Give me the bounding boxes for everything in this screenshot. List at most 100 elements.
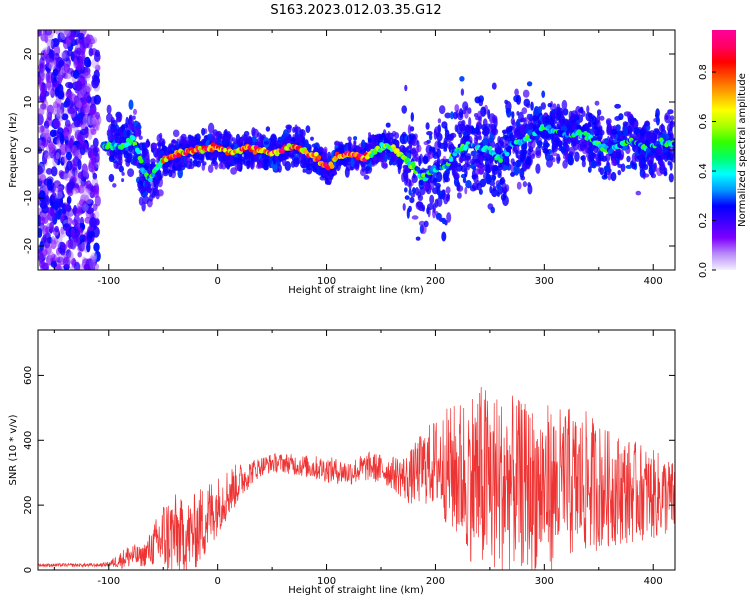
heatmap-cell <box>587 166 592 173</box>
heatmap-cell <box>110 119 118 127</box>
colorbar-scale <box>712 30 736 270</box>
heatmap-cell <box>482 125 490 137</box>
y-tick-label: 600 <box>23 366 34 385</box>
heatmap-cell <box>644 120 650 127</box>
heatmap-cell <box>441 231 447 242</box>
heatmap-ridge-cell <box>313 151 319 157</box>
heatmap-cell <box>263 140 269 145</box>
heatmap-cell <box>53 200 59 211</box>
spectrogram-y-label: Frequency (Hz) <box>8 112 19 188</box>
heatmap-cell <box>84 83 92 92</box>
heatmap-cell <box>56 247 61 256</box>
heatmap-cell <box>342 158 347 164</box>
heatmap-cell <box>64 142 73 155</box>
heatmap-cell <box>61 156 68 163</box>
heatmap-cell <box>628 115 634 121</box>
heatmap-cell <box>631 162 636 170</box>
heatmap-cell <box>93 185 100 196</box>
heatmap-cell <box>509 132 513 140</box>
heatmap-cell <box>57 264 62 270</box>
heatmap-cell <box>85 180 92 190</box>
heatmap-cell <box>57 127 64 135</box>
heatmap-cell <box>382 161 388 170</box>
heatmap-ridge-cell <box>421 172 426 178</box>
heatmap-cell <box>66 181 74 192</box>
heatmap-cell <box>441 217 447 225</box>
snr-y-label: SNR (10 * v/v) <box>8 414 19 485</box>
heatmap-cell <box>353 136 358 141</box>
heatmap-cell <box>473 134 478 146</box>
x-tick-label: 100 <box>317 276 336 287</box>
heatmap-cell <box>633 126 640 135</box>
heatmap-cell <box>94 195 101 207</box>
heatmap-cell <box>438 190 445 200</box>
heatmap-cell <box>49 129 57 138</box>
x-tick-label: 400 <box>644 576 663 587</box>
heatmap-cell <box>195 160 202 168</box>
heatmap-cell <box>278 154 285 161</box>
heatmap-cell <box>41 205 50 214</box>
heatmap-cell <box>433 176 437 186</box>
heatmap-ridge-cell <box>536 130 541 136</box>
heatmap-cell <box>47 209 56 222</box>
heatmap-cell <box>492 164 499 175</box>
heatmap-cell <box>417 194 424 201</box>
heatmap-cell <box>172 144 178 152</box>
heatmap-cell <box>292 126 296 133</box>
heatmap-cell <box>90 252 98 260</box>
heatmap-cell <box>491 82 497 90</box>
heatmap-cell <box>207 164 214 173</box>
heatmap-cell <box>537 140 543 149</box>
heatmap-cell <box>84 56 91 68</box>
heatmap-cell <box>547 102 553 108</box>
heatmap-cell <box>138 135 143 140</box>
heatmap-cell <box>522 141 527 152</box>
heatmap-cell <box>406 152 411 158</box>
x-tick-label: -100 <box>97 276 120 287</box>
heatmap-cell <box>426 139 431 144</box>
heatmap-cell <box>521 107 528 115</box>
colorbar-label: Normalized spectral amplitude <box>737 73 748 227</box>
heatmap-cell <box>516 111 520 116</box>
heatmap-cell <box>55 152 60 160</box>
heatmap-cell <box>418 155 422 167</box>
heatmap-cell <box>350 158 355 168</box>
heatmap-cell <box>527 140 532 149</box>
heatmap-cell <box>598 129 605 136</box>
heatmap-cell <box>485 173 492 185</box>
y-tick-label: -20 <box>23 238 34 254</box>
heatmap-cell <box>57 32 65 43</box>
spectrogram-marks <box>38 30 675 270</box>
heatmap-cell <box>439 105 446 115</box>
heatmap-cell <box>125 116 129 128</box>
heatmap-cell <box>506 127 513 133</box>
heatmap-cell <box>138 196 144 206</box>
heatmap-ridge-cell <box>316 155 322 160</box>
heatmap-cell <box>505 108 510 114</box>
heatmap-cell <box>91 164 96 176</box>
heatmap-cell <box>605 153 611 162</box>
heatmap-cell <box>310 136 314 141</box>
heatmap-cell <box>670 115 675 121</box>
heatmap-cell <box>378 133 382 141</box>
heatmap-cell <box>305 125 311 133</box>
heatmap-cell <box>53 45 61 56</box>
heatmap-cell <box>40 85 46 97</box>
heatmap-cell <box>94 52 101 63</box>
heatmap-cell <box>385 122 391 128</box>
heatmap-cell <box>38 227 43 238</box>
heatmap-cell <box>67 170 75 179</box>
heatmap-cell <box>84 127 89 139</box>
heatmap-cell <box>615 124 621 131</box>
colorbar-tick-label: 0.0 <box>698 262 709 278</box>
heatmap-cell <box>150 158 156 164</box>
heatmap-cell <box>432 207 436 219</box>
heatmap-cell <box>667 160 671 166</box>
heatmap-cell <box>402 203 406 211</box>
heatmap-cell <box>42 234 47 243</box>
heatmap-cell <box>90 36 98 44</box>
heatmap-cell <box>168 169 173 178</box>
heatmap-cell <box>134 126 140 138</box>
heatmap-cell <box>396 158 403 167</box>
heatmap-cell <box>106 150 114 157</box>
